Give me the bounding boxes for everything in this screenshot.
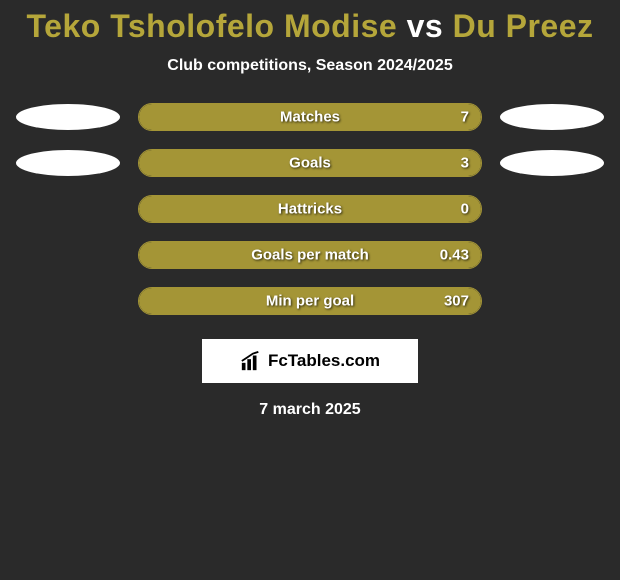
stats-area: Matches 7 Goals 3 Hattricks 0 Goals per match 0…	[0, 103, 620, 315]
stat-label: Hattricks	[278, 201, 342, 218]
stat-value: 3	[461, 155, 469, 172]
ellipse-spacer	[500, 288, 604, 314]
stat-value: 0	[461, 201, 469, 218]
stat-bar: Goals 3	[138, 149, 482, 177]
date-text: 7 march 2025	[0, 401, 620, 419]
stat-bar: Goals per match 0.43	[138, 241, 482, 269]
stat-bar: Hattricks 0	[138, 195, 482, 223]
brand-name: FcTables.com	[268, 351, 380, 371]
player-ellipse-left	[16, 104, 120, 130]
subtitle: Club competitions, Season 2024/2025	[0, 57, 620, 75]
stat-value: 7	[461, 109, 469, 126]
stat-row: Matches 7	[0, 103, 620, 131]
stat-label: Matches	[280, 109, 340, 126]
stat-row: Hattricks 0	[0, 195, 620, 223]
stat-row: Goals 3	[0, 149, 620, 177]
stat-row: Goals per match 0.43	[0, 241, 620, 269]
comparison-widget: Teko Tsholofelo Modise vs Du Preez Club …	[0, 0, 620, 419]
stat-value: 307	[444, 293, 469, 310]
stat-label: Goals	[289, 155, 331, 172]
ellipse-spacer	[500, 196, 604, 222]
player2-name: Du Preez	[453, 8, 594, 44]
player-ellipse-right	[500, 150, 604, 176]
stat-bar: Min per goal 307	[138, 287, 482, 315]
ellipse-spacer	[500, 242, 604, 268]
player-ellipse-right	[500, 104, 604, 130]
ellipse-spacer	[16, 242, 120, 268]
stat-value: 0.43	[440, 247, 469, 264]
stat-label: Goals per match	[251, 247, 369, 264]
page-title: Teko Tsholofelo Modise vs Du Preez	[0, 8, 620, 45]
stat-bar: Matches 7	[138, 103, 482, 131]
brand-box[interactable]: FcTables.com	[202, 339, 418, 383]
player-ellipse-left	[16, 150, 120, 176]
ellipse-spacer	[16, 196, 120, 222]
player1-name: Teko Tsholofelo Modise	[26, 8, 397, 44]
ellipse-spacer	[16, 288, 120, 314]
stat-label: Min per goal	[266, 293, 354, 310]
stat-row: Min per goal 307	[0, 287, 620, 315]
chart-icon	[240, 350, 262, 372]
vs-text: vs	[407, 8, 453, 44]
